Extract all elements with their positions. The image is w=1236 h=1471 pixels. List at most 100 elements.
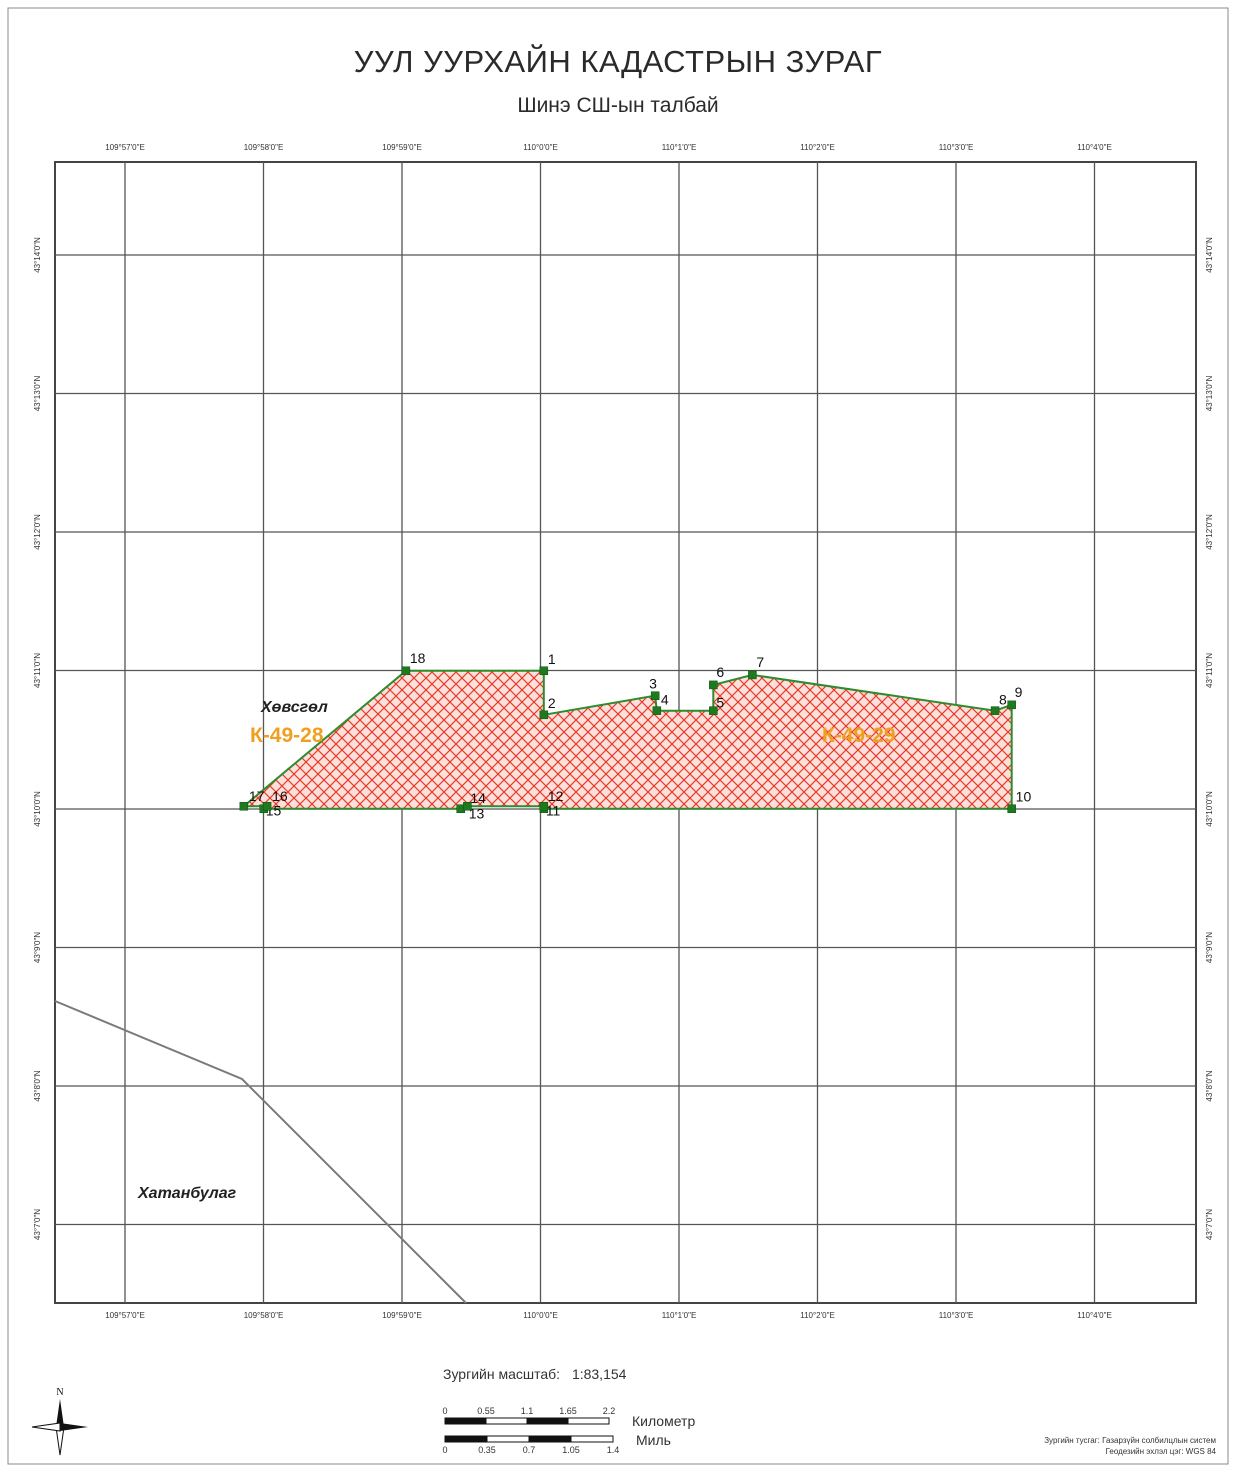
vertex-marker[interactable] <box>709 706 718 715</box>
vertex-marker[interactable] <box>652 706 662 715</box>
vertex-label: 11 <box>546 803 561 819</box>
scale-tick-label: 1.05 <box>562 1445 580 1455</box>
vertex-label: 16 <box>272 788 288 804</box>
boundary-lines <box>54 1000 467 1304</box>
scale-label: Зургийн масштаб: <box>443 1366 561 1382</box>
map-labels: К-49-28 К-49-29 Хөвсгөл Хатанбулаг <box>137 699 896 1202</box>
vertex-label: 6 <box>716 664 724 680</box>
vertex-label: 1 <box>548 651 556 667</box>
lon-label-bottom: 109°59'0"E <box>382 1311 422 1320</box>
vertex-label: 17 <box>249 788 265 804</box>
admin-boundary-line <box>54 1000 467 1304</box>
vertex-label: 8 <box>999 692 1007 708</box>
scale-segment <box>444 1435 488 1443</box>
lon-label-bottom: 110°3'0"E <box>939 1311 974 1320</box>
vertex-marker[interactable] <box>539 666 549 676</box>
lat-label-left: 43°8'0"N <box>33 1070 42 1101</box>
vertex-marker[interactable] <box>239 801 249 811</box>
compass-east-arm <box>60 1423 88 1431</box>
vertex-label: 13 <box>469 806 485 822</box>
lon-label-top: 110°2'0"E <box>800 143 835 152</box>
lat-label-left: 43°7'0"N <box>33 1209 42 1240</box>
vertex-label: 2 <box>548 695 556 711</box>
vertex-label: 14 <box>470 790 486 806</box>
vertex-marker[interactable] <box>709 680 718 690</box>
scale-tick-label: 1.4 <box>607 1445 620 1455</box>
scale-tick-label: 2.2 <box>603 1406 616 1416</box>
scale-tick-label: 1.65 <box>559 1406 577 1416</box>
vertex-marker[interactable] <box>1007 804 1016 813</box>
lat-label-left: 43°10'0"N <box>33 791 42 827</box>
mile-unit-label: Миль <box>636 1432 671 1448</box>
lon-label-bottom: 110°1'0"E <box>662 1311 697 1320</box>
scale-bar: 0 0.55 1.1 1.65 2.2 0 0.35 0.7 1.05 1.4 <box>442 1406 619 1455</box>
lon-label-top: 109°58'0"E <box>244 143 284 152</box>
scale-caption: Зургийн масштаб: 1:83,154 <box>443 1366 626 1382</box>
vertex-label: 9 <box>1015 684 1023 700</box>
sheet-label: К-49-28 <box>250 724 324 747</box>
page-frame <box>7 7 1229 1465</box>
vertex-marker[interactable] <box>539 801 549 811</box>
lon-label-bottom: 110°0'0"E <box>523 1311 558 1320</box>
scale-segment <box>485 1417 528 1425</box>
lat-label-right: 43°7'0"N <box>1205 1209 1214 1240</box>
vertex-marker[interactable] <box>262 801 272 811</box>
vertex-marker[interactable] <box>748 670 757 680</box>
vertex-label: 18 <box>410 650 426 666</box>
scale-segment <box>444 1417 487 1425</box>
scale-tick-label: 1.1 <box>521 1406 534 1416</box>
vertex-marker[interactable] <box>539 710 549 720</box>
projection-note: Зургийн тусгаг: Газарзүйн солбилцлын сис… <box>1044 1436 1216 1445</box>
scale-segment <box>526 1417 569 1425</box>
vertex-label: 4 <box>661 692 669 708</box>
map-subtitle: Шинэ СШ-ын талбай <box>517 94 719 117</box>
lon-label-top: 110°3'0"E <box>939 143 974 152</box>
scale-segment <box>567 1417 610 1425</box>
vertex-marker[interactable] <box>1007 700 1016 710</box>
vertex-marker[interactable] <box>990 706 1000 715</box>
lon-label-top: 110°4'0"E <box>1077 143 1112 152</box>
scale-tick-label: 0 <box>442 1445 447 1455</box>
km-unit-label: Километр <box>632 1413 696 1429</box>
scale-segment <box>570 1435 614 1443</box>
vertex-marker[interactable] <box>401 666 411 676</box>
vertex-marker[interactable] <box>463 801 472 811</box>
lat-label-right: 43°13'0"N <box>1205 375 1214 411</box>
place-label: Хатанбулаг <box>137 1185 237 1202</box>
lat-label-right: 43°14'0"N <box>1205 237 1214 273</box>
compass-west-arm <box>31 1422 61 1432</box>
place-label: Хөвсгөл <box>260 699 328 716</box>
compass-north-arm <box>56 1399 64 1427</box>
vertex-label: 12 <box>548 788 564 804</box>
scale-tick-label: 0 <box>442 1406 447 1416</box>
scale-ratio: 1:83,154 <box>571 1366 627 1382</box>
vertex-label: 5 <box>716 695 724 711</box>
lat-label-left: 43°12'0"N <box>33 514 42 550</box>
vertex-marker[interactable] <box>650 691 660 700</box>
lat-label-right: 43°8'0"N <box>1205 1070 1214 1101</box>
lat-label-right: 43°11'0"N <box>1205 653 1214 688</box>
compass-north-label: N <box>56 1387 63 1398</box>
compass-rose-icon: N <box>31 1387 88 1456</box>
map-title: УУЛ УУРХАЙН КАДАСТРЫН ЗУРАГ <box>353 44 883 79</box>
lat-label-left: 43°13'0"N <box>33 375 42 411</box>
lon-label-bottom: 110°4'0"E <box>1077 1311 1112 1320</box>
lon-label-top: 110°0'0"E <box>523 143 558 152</box>
lat-label-right: 43°12'0"N <box>1205 514 1214 550</box>
lon-label-bottom: 109°57'0"E <box>105 1311 145 1320</box>
lat-label-right: 43°9'0"N <box>1205 932 1214 963</box>
lon-label-bottom: 109°58'0"E <box>244 1311 284 1320</box>
datum-note: Геодезийн эхлэл цэг: WGS 84 <box>1105 1447 1216 1456</box>
lat-label-left: 43°14'0"N <box>33 237 42 273</box>
lon-label-bottom: 110°2'0"E <box>800 1311 835 1320</box>
lon-label-top: 109°57'0"E <box>105 143 145 152</box>
vertex-label: 3 <box>649 676 657 692</box>
scale-tick-label: 0.35 <box>478 1445 496 1455</box>
lon-label-top: 110°1'0"E <box>662 143 697 152</box>
scale-tick-label: 0.55 <box>477 1406 495 1416</box>
scale-segment <box>486 1435 530 1443</box>
lat-label-left: 43°11'0"N <box>33 653 42 688</box>
